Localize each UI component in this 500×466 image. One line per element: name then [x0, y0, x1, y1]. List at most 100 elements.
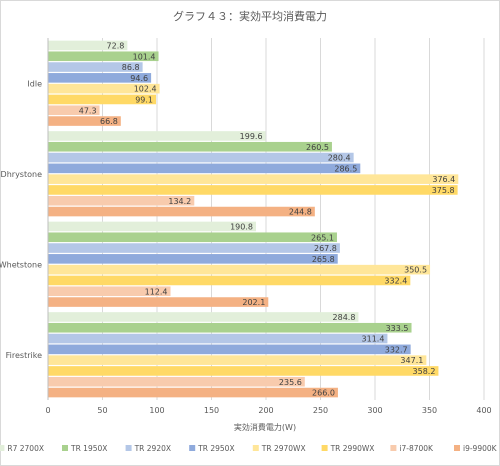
legend-label: i7-8700K: [399, 444, 434, 453]
data-label: 72.8: [107, 41, 125, 50]
y-category-label: Firestrike: [6, 351, 42, 360]
bar: [48, 152, 354, 163]
bar: [48, 254, 338, 264]
data-label: 66.8: [100, 117, 118, 126]
data-label-layer: 72.8 101.4 86.8 94.6 102.499.1 47.366.8 199.6 2…: [79, 41, 456, 397]
x-tick-label: 300: [367, 406, 382, 415]
x-tick-label: 200: [258, 406, 273, 415]
bar: [48, 376, 305, 387]
data-label: 99.1: [135, 95, 153, 104]
legend-swatch: [62, 445, 68, 451]
axis-layer: 0 50 100 150 200 250 300 350 400 Idle Dhrystone Whe…: [0, 38, 492, 415]
bar: [48, 116, 121, 126]
bar: [48, 163, 361, 174]
data-label: 202.1: [242, 298, 265, 307]
x-tick-label: 150: [204, 406, 219, 415]
data-label: 284.8: [333, 313, 356, 322]
legend-swatch: [454, 445, 460, 451]
data-label: 265.8: [312, 255, 335, 264]
data-label: 86.8: [122, 63, 140, 72]
legend-swatch: [321, 445, 328, 451]
legend-label: TR 2990WX: [330, 444, 375, 453]
data-label: 376.4: [432, 175, 455, 184]
x-axis-title: 実効消費電力(W): [234, 422, 296, 432]
x-tick-label: 100: [149, 406, 164, 415]
data-label: 94.6: [130, 74, 148, 83]
bar: [48, 40, 128, 51]
bar-layer: [48, 40, 459, 398]
bar: [48, 312, 359, 322]
data-label: 190.8: [230, 222, 253, 231]
data-label: 235.6: [279, 378, 302, 387]
bar: [48, 83, 160, 94]
bar: [48, 185, 458, 195]
legend-label: TR 2920X: [134, 444, 171, 453]
legend: R7 2700X TR 1950X TR 2920X TR 2950X TR 2970W…: [0, 444, 498, 453]
y-category-label: Idle: [27, 79, 42, 88]
data-label: 134.2: [168, 197, 191, 206]
bar: [48, 94, 157, 105]
data-label: 260.5: [306, 143, 329, 152]
data-label: 112.4: [145, 287, 168, 296]
bar: [48, 264, 431, 275]
bar: [48, 387, 338, 398]
x-tick-label: 250: [313, 406, 328, 415]
data-label: 101.4: [133, 52, 156, 61]
y-category-label: Whetstone: [0, 260, 42, 269]
legend-label: i9-9900K: [463, 444, 498, 453]
legend-swatch: [252, 445, 259, 451]
data-label: 375.8: [432, 186, 455, 195]
data-label: 102.4: [134, 85, 157, 94]
data-label: 332.7: [385, 345, 408, 354]
data-label: 265.1: [311, 233, 334, 242]
bar: [48, 195, 195, 206]
bar: [48, 344, 411, 355]
bar: [48, 366, 439, 376]
data-label: 266.0: [312, 389, 335, 398]
data-label: 311.4: [362, 335, 385, 344]
legend-swatch: [0, 445, 5, 451]
bar: [48, 355, 427, 365]
legend-label: TR 2950X: [197, 444, 234, 453]
bar: [48, 322, 412, 333]
bar: [48, 243, 340, 253]
bar: [48, 105, 100, 116]
data-label: 280.4: [328, 154, 351, 163]
legend-label: TR 1950X: [70, 444, 107, 453]
bar: [48, 206, 315, 217]
data-label: 244.8: [289, 208, 312, 217]
data-label: 286.5: [334, 164, 357, 173]
bar: [48, 51, 159, 62]
bar: [48, 297, 269, 307]
x-tick-label: 50: [97, 406, 107, 415]
data-label: 347.1: [400, 356, 423, 365]
bar: [48, 73, 152, 83]
y-category-label: Dhrystone: [1, 170, 43, 179]
legend-swatch: [125, 445, 132, 451]
legend-swatch: [189, 445, 196, 451]
legend-label: TR 2970WX: [261, 444, 306, 453]
x-tick-label: 350: [422, 406, 437, 415]
bar: [48, 131, 266, 141]
data-label: 267.8: [314, 244, 337, 253]
legend-swatch: [390, 445, 397, 451]
data-label: 333.5: [386, 324, 409, 333]
x-tick-label: 0: [45, 406, 50, 415]
chart-title: グラフ４３：実効平均消費電力: [173, 9, 327, 23]
bar: [48, 174, 459, 184]
x-tick-label: 400: [476, 406, 491, 415]
bar: [48, 286, 171, 297]
bar: [48, 62, 143, 72]
bar: [48, 333, 388, 344]
bar: [48, 221, 256, 232]
bar: [48, 141, 332, 152]
legend-label: R7 2700X: [7, 444, 44, 453]
data-label: 199.6: [240, 132, 263, 141]
bar: [48, 275, 411, 286]
data-label: 47.3: [79, 106, 97, 115]
bar: [48, 232, 337, 243]
data-label: 350.5: [404, 266, 427, 275]
data-label: 358.2: [413, 367, 436, 376]
data-label: 332.4: [384, 276, 407, 285]
